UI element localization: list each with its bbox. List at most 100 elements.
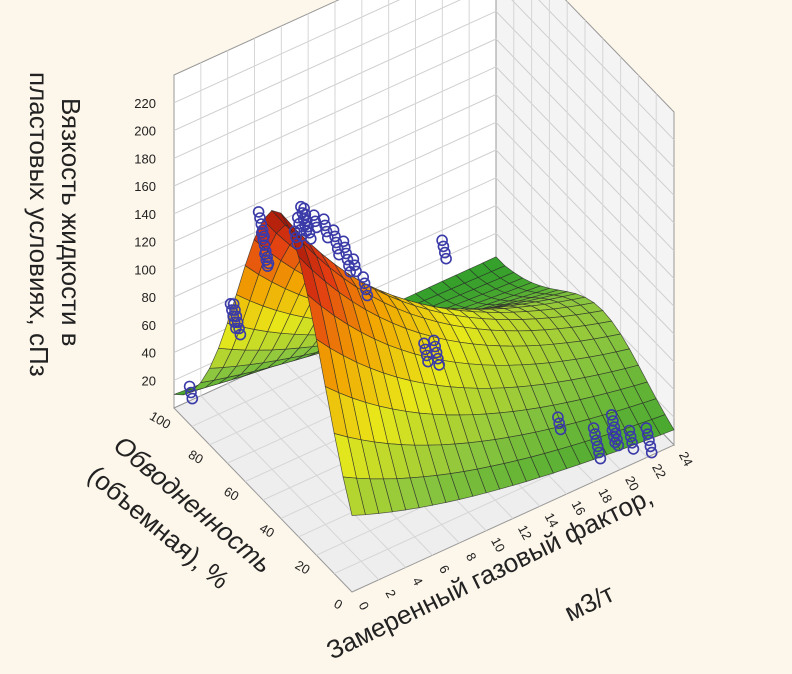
data-point-marker — [183, 380, 196, 393]
data-point-marker — [641, 428, 654, 441]
y-tick-label: 40 — [257, 520, 277, 540]
data-point-marker — [255, 227, 268, 239]
z-tick-label: 180 — [134, 151, 156, 166]
data-point-marker — [624, 430, 637, 443]
y-tick-label: 60 — [221, 484, 241, 504]
data-point-marker — [605, 409, 618, 421]
z-tick-label: 20 — [142, 373, 156, 388]
data-point-marker — [350, 265, 362, 278]
x-tick-label: 14 — [542, 510, 562, 530]
z-axis-title-line2: пластовых условиях, сПз — [24, 72, 54, 377]
data-point-marker — [333, 248, 345, 261]
x-tick-label: 24 — [676, 449, 696, 469]
data-point-marker — [612, 439, 625, 452]
data-point-marker — [428, 334, 440, 347]
data-point-marker — [554, 423, 567, 436]
data-point-marker — [429, 340, 442, 353]
x-tick-label: 10 — [488, 535, 508, 555]
data-point-marker — [227, 298, 240, 310]
data-point-marker — [644, 440, 657, 453]
data-point-marker — [186, 392, 199, 405]
y-tick-label: 100 — [147, 408, 173, 432]
data-point-marker — [185, 386, 197, 399]
data-point-marker — [593, 446, 605, 459]
data-point-marker — [337, 235, 350, 248]
x-tick-label: 2 — [382, 587, 399, 600]
data-point-marker — [338, 241, 351, 254]
data-point-marker — [255, 218, 268, 230]
data-point-marker — [626, 436, 638, 449]
data-point-marker — [348, 259, 361, 272]
data-point-marker — [440, 252, 452, 265]
data-point-marker — [358, 277, 371, 290]
data-point-marker — [608, 421, 621, 433]
x-axis-title-line2: м3/т — [559, 578, 618, 628]
data-point-marker — [298, 202, 310, 215]
data-point-marker — [261, 260, 274, 272]
data-point-marker — [231, 316, 244, 329]
x-tick-label: 20 — [622, 473, 642, 493]
data-point-marker — [643, 434, 655, 447]
data-point-marker — [645, 446, 658, 459]
data-point-marker — [341, 253, 354, 266]
data-point-marker — [611, 433, 623, 446]
data-point-marker — [304, 233, 317, 245]
data-point-marker — [252, 206, 265, 218]
data-point-marker — [319, 219, 331, 232]
z-tick-label: 40 — [142, 346, 156, 361]
data-point-marker — [230, 310, 243, 323]
data-point-marker — [357, 271, 370, 283]
z-tick-label: 120 — [134, 235, 156, 250]
data-point-marker — [438, 246, 451, 259]
data-point-marker — [430, 346, 443, 359]
data-point-markers — [183, 200, 658, 465]
data-point-marker — [589, 428, 601, 440]
data-point-marker — [308, 209, 320, 221]
data-point-marker — [623, 424, 636, 437]
data-point-marker — [258, 239, 271, 251]
data-point-marker — [433, 359, 446, 371]
data-point-marker — [591, 440, 604, 453]
data-point-marker — [553, 417, 566, 430]
z-tick-label: 60 — [142, 318, 156, 333]
z-tick-label: 160 — [134, 179, 156, 194]
x-tick-label: 16 — [569, 498, 589, 518]
y-tick-label: 0 — [331, 596, 345, 613]
z-tick-label: 80 — [142, 290, 156, 305]
data-point-marker — [590, 434, 603, 447]
data-point-marker — [233, 322, 245, 335]
data-point-marker — [437, 240, 450, 253]
data-point-marker — [321, 231, 334, 244]
data-point-marker — [607, 415, 619, 427]
data-point-marker — [330, 236, 343, 249]
data-point-marker — [260, 254, 273, 266]
data-point-marker — [229, 304, 241, 316]
x-tick-label: 0 — [356, 599, 373, 612]
data-point-marker — [320, 225, 333, 238]
data-point-marker — [340, 247, 353, 260]
data-point-marker — [436, 234, 448, 247]
z-axis-title-2: пластовых условиях, сПз — [24, 72, 54, 377]
data-point-marker — [552, 411, 564, 424]
y-tick-label: 20 — [293, 557, 313, 577]
z-tick-label: 140 — [134, 207, 156, 222]
data-point-marker — [594, 452, 607, 465]
data-point-marker — [329, 230, 341, 243]
x-tick-label: 18 — [595, 486, 615, 506]
x-tick-label: 4 — [409, 575, 426, 588]
data-point-marker — [640, 422, 653, 434]
surface-mesh — [173, 209, 675, 516]
data-point-marker — [302, 220, 314, 233]
surface-patch — [342, 476, 366, 516]
data-point-marker — [587, 422, 600, 434]
z-tick-label: 100 — [134, 262, 156, 277]
data-point-marker — [627, 443, 640, 455]
data-point-marker — [331, 242, 344, 255]
data-point-marker — [317, 213, 330, 225]
data-point-marker — [299, 208, 312, 221]
data-point-marker — [254, 212, 266, 224]
data-point-marker — [234, 328, 247, 341]
x-tick-label: 12 — [515, 522, 535, 542]
